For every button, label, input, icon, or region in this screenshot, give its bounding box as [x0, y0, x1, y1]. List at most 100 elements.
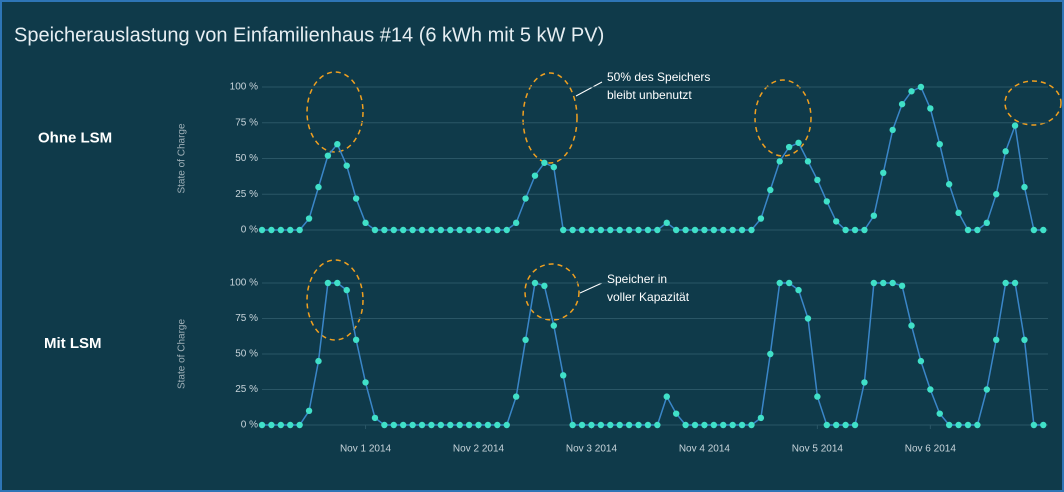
data-point — [503, 226, 510, 234]
data-point — [324, 152, 332, 159]
data-point — [541, 282, 548, 290]
data-point — [710, 421, 718, 429]
data-point — [465, 421, 473, 429]
data-point — [616, 421, 623, 429]
y-tick-label: 50 % — [235, 349, 258, 360]
data-point — [503, 421, 510, 429]
data-point — [823, 198, 830, 205]
data-point — [428, 421, 435, 429]
data-point — [287, 421, 294, 429]
data-point — [1002, 279, 1009, 287]
data-point — [494, 421, 501, 429]
data-point — [381, 421, 388, 429]
x-tick-label: Nov 1 2014 — [340, 444, 392, 455]
y-tick-label: 25 % — [235, 189, 258, 200]
data-point — [729, 421, 736, 429]
highlight — [306, 259, 364, 341]
data-point — [757, 215, 765, 222]
data-point — [842, 226, 849, 234]
data-point — [757, 414, 765, 422]
data-point — [437, 421, 445, 429]
data-point — [334, 279, 341, 287]
data-point — [541, 159, 548, 166]
data-point — [738, 226, 746, 234]
data-point — [785, 279, 793, 287]
data-point — [484, 226, 492, 234]
data-point — [983, 219, 991, 227]
data-point — [418, 226, 426, 234]
data-point — [597, 421, 605, 429]
data-point — [1011, 279, 1019, 287]
row-label: Mit LSM — [44, 335, 102, 352]
data-point — [767, 186, 774, 194]
data-point — [851, 421, 859, 429]
data-point — [390, 421, 397, 429]
data-point — [964, 421, 972, 429]
data-point — [352, 195, 360, 202]
data-point — [917, 357, 925, 365]
data-point — [889, 279, 896, 287]
data-point — [955, 421, 962, 429]
data-point — [898, 282, 906, 290]
data-point — [607, 226, 614, 234]
y-axis-title: State of Charge — [177, 319, 188, 389]
data-point — [795, 286, 802, 294]
data-point — [315, 183, 322, 191]
data-point — [748, 421, 755, 429]
data-point — [607, 421, 614, 429]
data-point — [861, 379, 868, 386]
data-point — [654, 226, 661, 234]
data-point — [1040, 226, 1047, 234]
data-point — [720, 421, 727, 429]
data-point — [399, 421, 407, 429]
data-point — [522, 195, 529, 202]
data-point — [522, 336, 529, 343]
data-point — [974, 421, 981, 429]
annotation: bleibt unbenutzt — [607, 88, 692, 102]
data-point — [795, 139, 802, 146]
y-axis-title: State of Charge — [177, 123, 188, 193]
data-point — [531, 172, 539, 179]
data-point — [908, 322, 915, 329]
y-tick-label: 0 % — [241, 225, 258, 236]
data-point — [1021, 183, 1028, 191]
data-point — [560, 372, 567, 379]
highlight-ellipses — [306, 71, 1062, 341]
data-point — [936, 141, 943, 148]
data-point — [277, 226, 285, 234]
x-tick-label: Nov 5 2014 — [792, 444, 844, 455]
data-point — [305, 407, 313, 414]
data-point — [456, 421, 463, 429]
data-point — [983, 386, 991, 393]
data-point — [334, 141, 341, 148]
data-point — [550, 322, 558, 329]
data-point — [324, 279, 332, 287]
data-point — [277, 421, 285, 429]
data-point — [315, 357, 322, 365]
data-point — [889, 126, 896, 134]
data-point — [409, 421, 416, 429]
data-point — [409, 226, 416, 234]
data-point — [804, 158, 812, 165]
data-point — [1030, 421, 1038, 429]
data-point — [381, 226, 388, 234]
data-point — [437, 226, 445, 234]
data-point — [1011, 122, 1019, 129]
data-point — [691, 226, 699, 234]
data-point — [644, 421, 652, 429]
y-tick-label: 75 % — [235, 117, 258, 128]
data-point — [701, 421, 708, 429]
data-point — [682, 421, 689, 429]
data-point — [362, 219, 369, 227]
data-point — [720, 226, 727, 234]
data-point — [465, 226, 473, 234]
data-point — [550, 163, 558, 171]
data-point — [362, 379, 369, 386]
data-point — [974, 226, 981, 234]
y-tick-label: 100 % — [230, 82, 258, 93]
data-point — [343, 162, 350, 169]
data-point — [258, 421, 266, 429]
data-point — [597, 226, 605, 234]
chart-title: Speicherauslastung von Einfamilienhaus #… — [14, 24, 604, 46]
